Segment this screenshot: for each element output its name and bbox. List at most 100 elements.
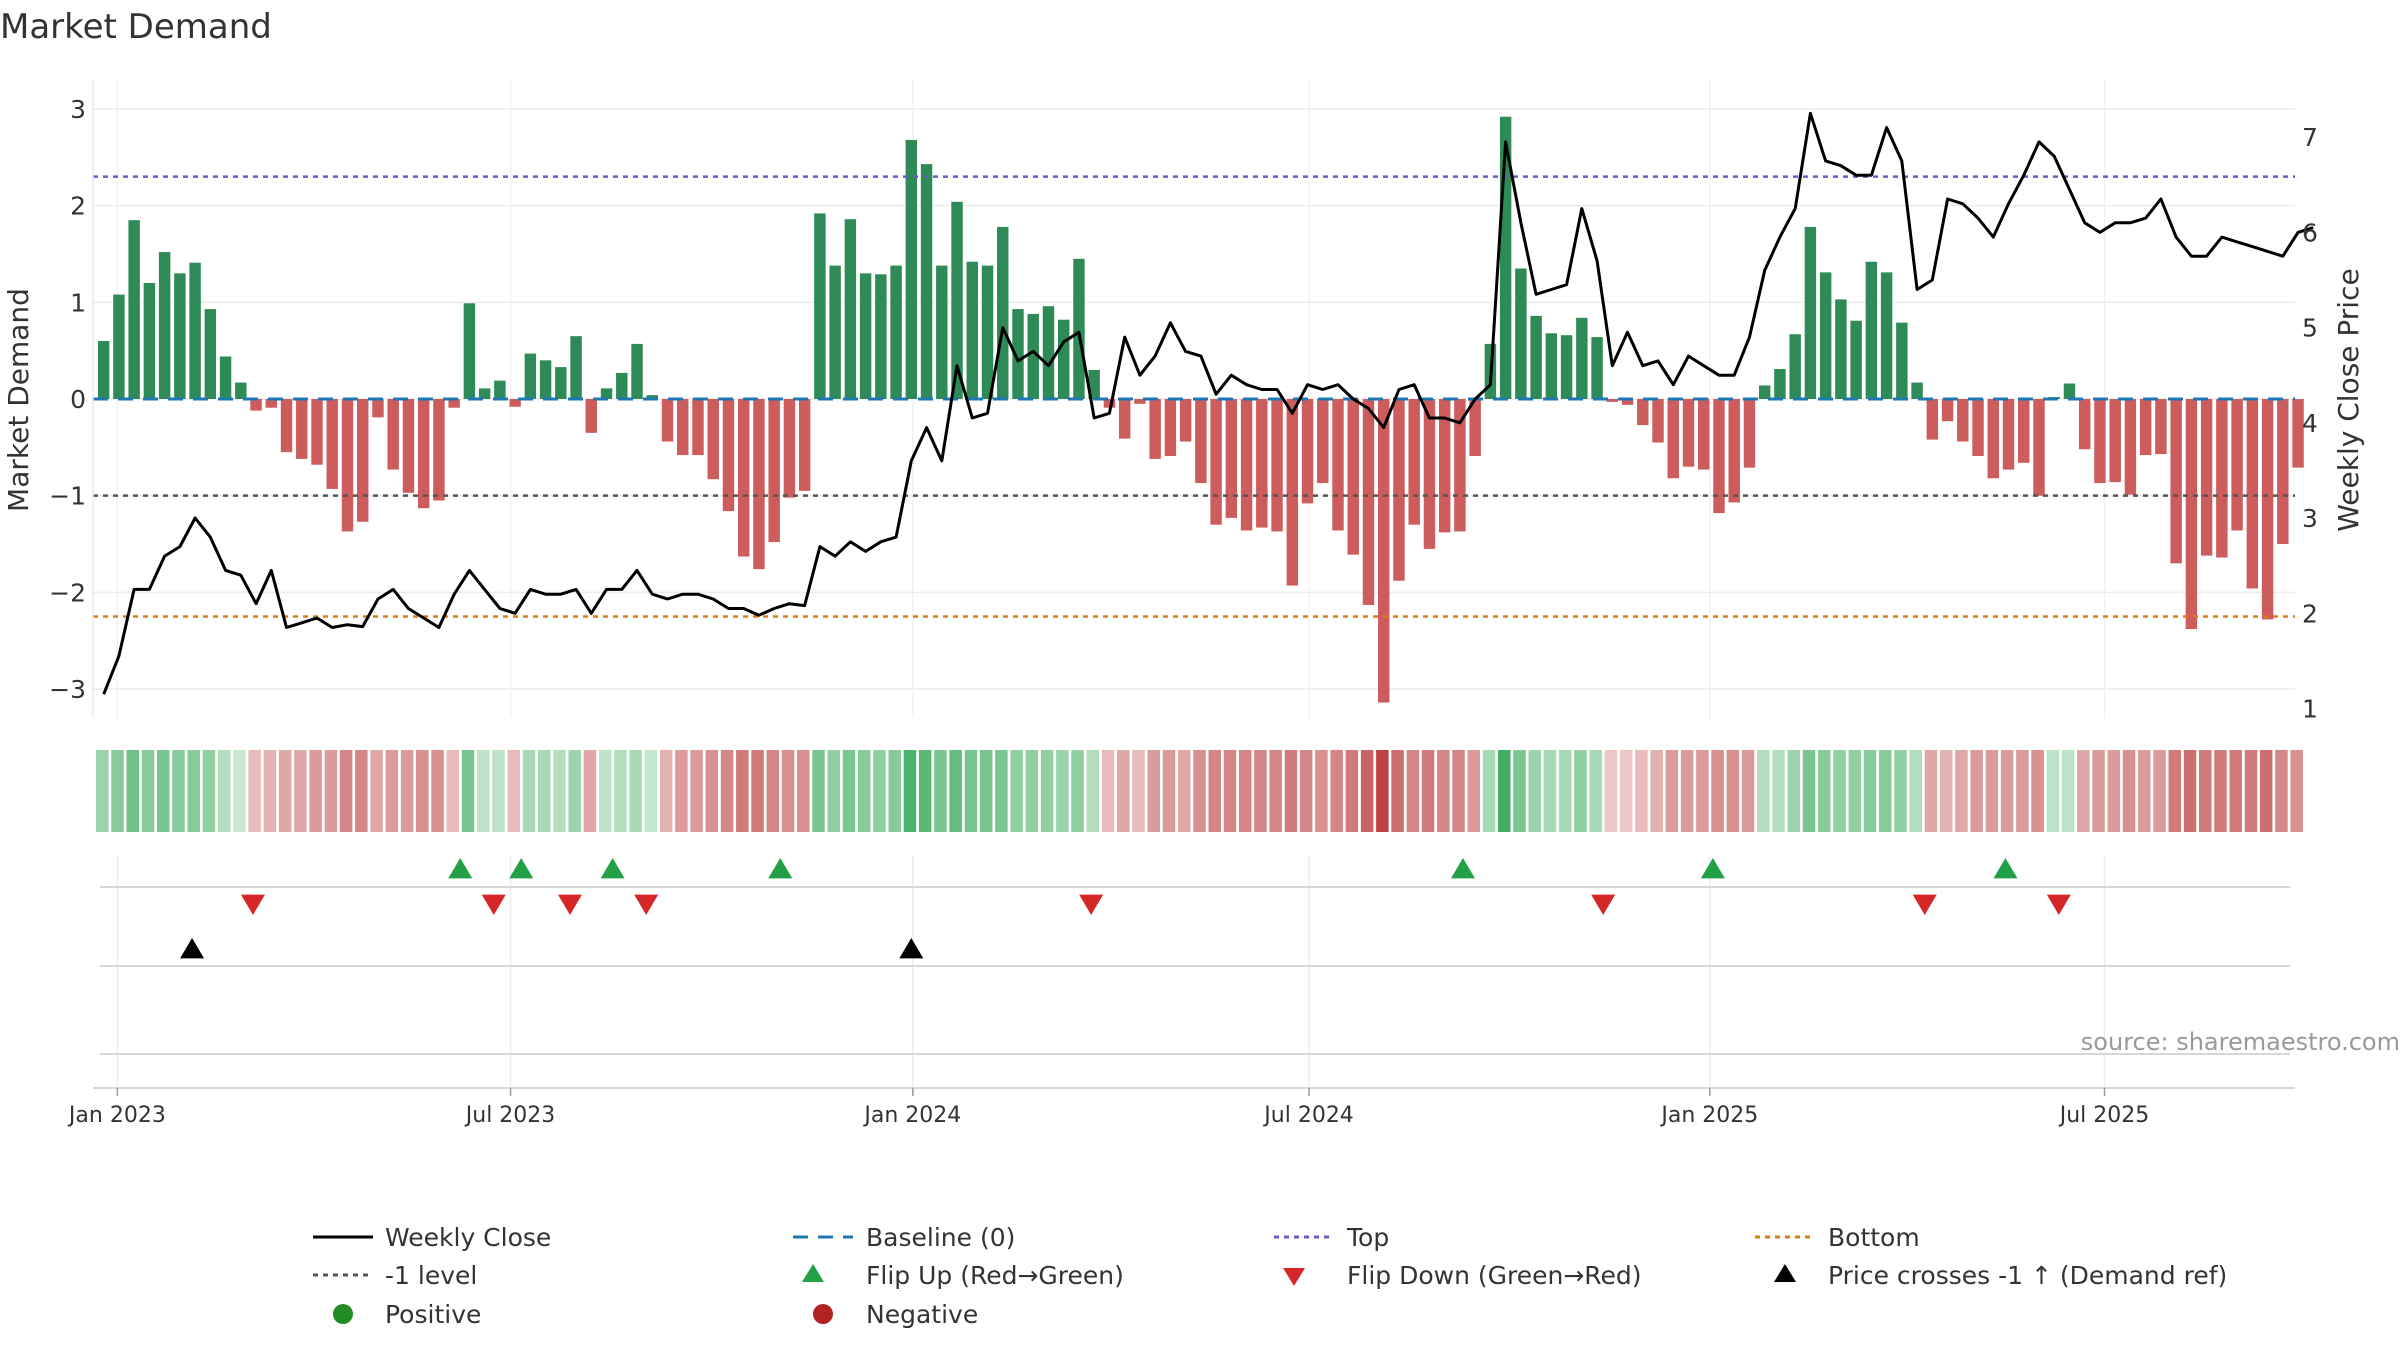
- heat-cell: [2214, 750, 2227, 832]
- legend-label: Price crosses -1 ↑ (Demand ref): [1828, 1261, 2227, 1290]
- chart-title: Market Demand: [0, 7, 272, 47]
- heat-cell: [1863, 750, 1877, 832]
- heat-cell: [2290, 750, 2303, 832]
- demand-bar-negative: [1606, 399, 1619, 402]
- heat-cell: [1101, 750, 1115, 832]
- y-tick-label-right: 6: [2302, 218, 2318, 247]
- demand-bar-negative: [753, 399, 765, 570]
- heat-cell: [797, 750, 810, 832]
- heat-cell: [1056, 750, 1069, 832]
- heat-cell: [1848, 750, 1862, 832]
- heat-cell: [979, 750, 993, 832]
- heat-cell: [827, 750, 841, 832]
- demand-bar-negative: [707, 399, 719, 480]
- legend-item-positive: Positive: [333, 1300, 481, 1329]
- heat-cell: [294, 750, 307, 832]
- demand-bar-negative: [2124, 399, 2137, 495]
- y-tick-label-left: 3: [70, 95, 86, 124]
- demand-bar-negative: [1469, 399, 1481, 457]
- y-tick-label-right: 3: [2302, 504, 2318, 533]
- demand-bar-negative: [2185, 399, 2198, 630]
- legend-label: Flip Up (Red→Green): [866, 1261, 1124, 1290]
- flip-down-marker: [557, 894, 582, 915]
- heat-cell: [1894, 750, 1907, 832]
- heat-cell: [1772, 750, 1785, 832]
- heat-cell: [2168, 750, 2182, 832]
- demand-bar-negative: [1713, 399, 1725, 514]
- legend-item-flip-up: Flip Up (Red→Green): [802, 1261, 1124, 1290]
- heat-cell: [1452, 750, 1465, 832]
- demand-bar-negative: [2033, 399, 2045, 496]
- heat-cell: [1147, 750, 1161, 832]
- heat-cell: [339, 750, 353, 832]
- demand-bar-positive: [936, 265, 948, 399]
- x-axis-ticks: Jan 2023 Jul 2023 Jan 2024 Jul 2024 Jan 2025…: [67, 1088, 2149, 1128]
- heat-cell: [2107, 750, 2121, 832]
- demand-bar-negative: [1195, 399, 1207, 484]
- weekly-close-line: [102, 111, 2314, 695]
- demand-bar-positive: [1789, 334, 1801, 399]
- heat-cell: [873, 750, 886, 832]
- heat-cell: [2138, 750, 2151, 832]
- demand-bar-negative: [661, 399, 674, 442]
- heat-cell: [507, 750, 520, 832]
- x-tick-label: Jan 2024: [862, 1103, 961, 1128]
- y-tick-label-right: 4: [2302, 409, 2318, 438]
- y-tick-label-right: 5: [2302, 314, 2318, 343]
- demand-bar-negative: [692, 399, 704, 456]
- heat-cell: [995, 750, 1008, 832]
- legend-item-bottom: Bottom: [1755, 1223, 1920, 1252]
- legend-item-baseline: Baseline (0): [793, 1223, 1015, 1252]
- demand-bar-negative: [1743, 399, 1756, 468]
- x-tick-label: Jul 2025: [2058, 1103, 2150, 1128]
- x-tick-label: Jan 2023: [67, 1103, 166, 1128]
- flip-down-marker: [1912, 894, 1937, 915]
- heat-cell: [1528, 750, 1541, 832]
- source-label: source: sharemaestro.com: [2081, 1028, 2400, 1056]
- demand-bar-positive: [570, 336, 582, 399]
- demand-bar-positive: [600, 388, 613, 399]
- heat-cell: [385, 750, 399, 832]
- heat-cell: [1238, 750, 1252, 832]
- heat-cell: [751, 750, 764, 832]
- heat-cell: [1970, 750, 1983, 832]
- price-line-group: [102, 111, 2314, 695]
- demand-bar-positive: [920, 164, 933, 399]
- heat-cell: [431, 750, 444, 832]
- demand-bar-negative: [2216, 399, 2228, 558]
- heat-cell: [1818, 750, 1831, 832]
- demand-bar-positive: [1012, 309, 1024, 399]
- demand-bar-negative: [509, 399, 521, 407]
- heat-cell: [2046, 750, 2060, 832]
- heat-cell: [537, 750, 551, 832]
- demand-bar-positive: [1865, 261, 1878, 399]
- demand-bar-positive: [981, 265, 994, 399]
- demand-bar-negative: [311, 399, 323, 465]
- flip-down-marker: [241, 894, 266, 915]
- demand-bar-negative: [2109, 399, 2121, 483]
- demand-bar-positive: [1591, 337, 1603, 399]
- demand-bar-negative: [2018, 399, 2030, 463]
- heat-cell: [736, 750, 749, 832]
- heat-cell: [553, 750, 566, 832]
- heat-cell: [1574, 750, 1587, 832]
- signal-markers: [180, 858, 2071, 959]
- y-tick-label-left: 1: [70, 288, 86, 317]
- demand-bar-positive: [158, 252, 171, 399]
- heat-cell: [278, 750, 292, 832]
- legend-item-negative: Negative: [813, 1300, 978, 1329]
- heat-cell: [583, 750, 597, 832]
- heat-cell: [1558, 750, 1572, 832]
- demand-bar-positive: [616, 372, 628, 399]
- demand-bar-negative: [1378, 399, 1390, 703]
- demand-bar-negative: [1637, 399, 1649, 426]
- demand-bar-negative: [2231, 399, 2243, 531]
- heat-cell: [1939, 750, 1953, 832]
- demand-bar-negative: [677, 399, 689, 456]
- demand-bar-positive: [844, 219, 857, 399]
- heat-cell: [888, 750, 901, 832]
- demand-bar-positive: [1850, 320, 1862, 399]
- heat-cell: [2229, 750, 2242, 832]
- heat-cell: [1482, 750, 1496, 832]
- demand-bar-negative: [2261, 399, 2274, 620]
